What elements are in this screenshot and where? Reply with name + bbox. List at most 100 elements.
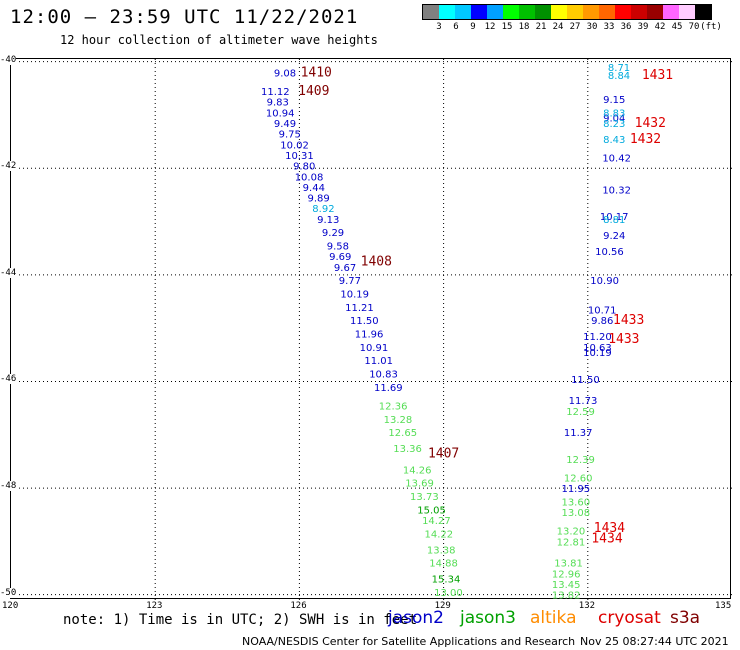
wave-height-label: 13.00 [434, 588, 463, 599]
wave-height-label: 9.69 [329, 252, 351, 263]
wave-height-label: 9.67 [334, 263, 356, 274]
wave-height-label: 10.17 [600, 212, 629, 223]
pass-number-label: 1408 [361, 255, 392, 270]
wave-height-label: 10.32 [602, 186, 631, 197]
color-swatch [535, 5, 551, 19]
color-scale-tick: 18 [518, 22, 530, 32]
wave-height-label: 12.60 [564, 473, 593, 484]
color-swatch [487, 5, 503, 19]
color-scale-legend: 3 6 9 12 15 18 21 24 27 30 33 36 39 42 45 70 (ft) [422, 4, 722, 34]
color-swatch [631, 5, 647, 19]
color-scale-tick: 21 [535, 22, 547, 32]
color-swatch [679, 5, 695, 19]
credit-text: NOAA/NESDIS Center for Satellite Applica… [242, 635, 576, 648]
color-scale-labels: 3 6 9 12 15 18 21 24 27 30 33 36 39 42 45 70 (ft) [422, 20, 722, 34]
pass-number-label: 1431 [642, 68, 673, 83]
color-swatch [519, 5, 535, 19]
wave-height-label: 8.43 [603, 135, 625, 146]
wave-height-label: 13.20 [557, 527, 586, 538]
color-swatch [439, 5, 455, 19]
wave-height-label: 8.84 [608, 71, 630, 82]
wave-height-label: 10.91 [360, 343, 389, 354]
wave-height-label: 9.44 [303, 183, 325, 194]
wave-height-map[interactable]: 9.08 11.129.8310.949.499.7510.0210.319.80… [11, 59, 732, 600]
wave-height-label: 12.81 [557, 537, 586, 548]
color-scale-bar [422, 4, 712, 20]
wave-height-label: 9.15 [603, 95, 625, 106]
pass-number-label: 1407 [428, 446, 459, 461]
pass-number-label: 1434 [591, 532, 622, 547]
wave-height-label: 10.19 [340, 290, 369, 301]
color-scale-tick: 6 [453, 22, 459, 32]
color-scale-tick: 27 [569, 22, 581, 32]
color-scale-tick: 33 [603, 22, 615, 32]
longitude-label: 129 [434, 601, 451, 611]
wave-height-label: 14.27 [422, 516, 451, 527]
wave-height-label: 10.90 [590, 276, 619, 287]
wave-height-label: 10.42 [602, 154, 631, 165]
color-swatch [423, 5, 439, 19]
wave-height-label: 13.36 [393, 444, 422, 455]
color-scale-tick: 15 [501, 22, 513, 32]
wave-height-label: 11.12 [261, 87, 290, 98]
color-swatch [455, 5, 471, 19]
wave-height-label: 11.50 [571, 375, 600, 386]
color-scale-tick: 42 [654, 22, 666, 32]
color-scale-tick: 24 [552, 22, 564, 32]
map-frame[interactable]: 9.08 11.12 9.83 10.94 9.49 9.75 10.02 10.31 9.80… [10, 58, 732, 600]
wave-height-label: 9.58 [327, 242, 349, 253]
legend-s3a: s3a [670, 608, 701, 628]
color-scale-tick: 9 [470, 22, 476, 32]
wave-height-label: 13.60 [561, 497, 590, 508]
footer-note: note: 1) Time is in UTC; 2) SWH is in fe… [63, 612, 418, 628]
wave-height-label: 11.21 [345, 303, 374, 314]
color-swatch [503, 5, 519, 19]
pass-number-label: 1409 [298, 84, 329, 99]
wave-height-label: 10.63 [583, 343, 612, 354]
latitude-label: -44 [0, 267, 17, 278]
color-swatch [551, 5, 567, 19]
wave-height-label: 9.83 [267, 98, 289, 109]
wave-height-label: 13.69 [405, 479, 434, 490]
legend-jason3: jason3 [460, 608, 516, 628]
wave-height-label: 9.77 [339, 276, 361, 287]
pass-number-label: 1433 [613, 313, 644, 328]
wave-height-label: 9.13 [317, 215, 339, 226]
wave-height-label: 12.39 [566, 455, 595, 466]
wave-height-label: 9.80 [293, 162, 315, 173]
longitude-label: 135 [715, 601, 732, 611]
longitude-label: 132 [578, 601, 596, 611]
color-scale-tick: 3 [436, 22, 442, 32]
wave-height-label: 14.88 [429, 559, 458, 570]
wave-height-label: 11.50 [350, 316, 379, 327]
longitude-label: 123 [146, 601, 163, 611]
wave-height-label: 10.56 [595, 247, 624, 258]
color-swatch [647, 5, 663, 19]
color-swatch [615, 5, 631, 19]
pass-number-label: 1432 [635, 116, 666, 131]
wave-height-label: 13.08 [561, 508, 590, 519]
wave-height-label: 13.38 [427, 545, 456, 556]
wave-height-label: 11.01 [364, 356, 393, 367]
wave-height-label: 11.20 [583, 332, 612, 343]
wave-height-label: 10.31 [285, 151, 314, 162]
color-scale-tick: 39 [637, 22, 649, 32]
color-swatch [583, 5, 599, 19]
latitude-label: -42 [0, 161, 17, 172]
wave-height-label: 10.71 [588, 306, 617, 317]
pass-number-label: 1434 [594, 521, 625, 536]
color-scale-tick: 70 [688, 22, 700, 32]
latitude-label: -50 [0, 587, 17, 598]
color-swatch [695, 5, 711, 19]
wave-height-label: 14.22 [424, 529, 453, 540]
wave-height-label: 14.26 [403, 465, 432, 476]
wave-height-label: 8.71 [608, 63, 630, 74]
longitude-label: 126 [290, 601, 307, 611]
wave-height-label: 10.02 [280, 140, 309, 151]
wave-height-label: 15.34 [432, 575, 461, 586]
wave-height-label: 12.59 [566, 407, 595, 418]
wave-height-label: 9.24 [603, 231, 625, 242]
wave-height-label: 9.75 [279, 130, 301, 141]
wave-height-label: 12.96 [552, 569, 581, 580]
color-swatch [599, 5, 615, 19]
